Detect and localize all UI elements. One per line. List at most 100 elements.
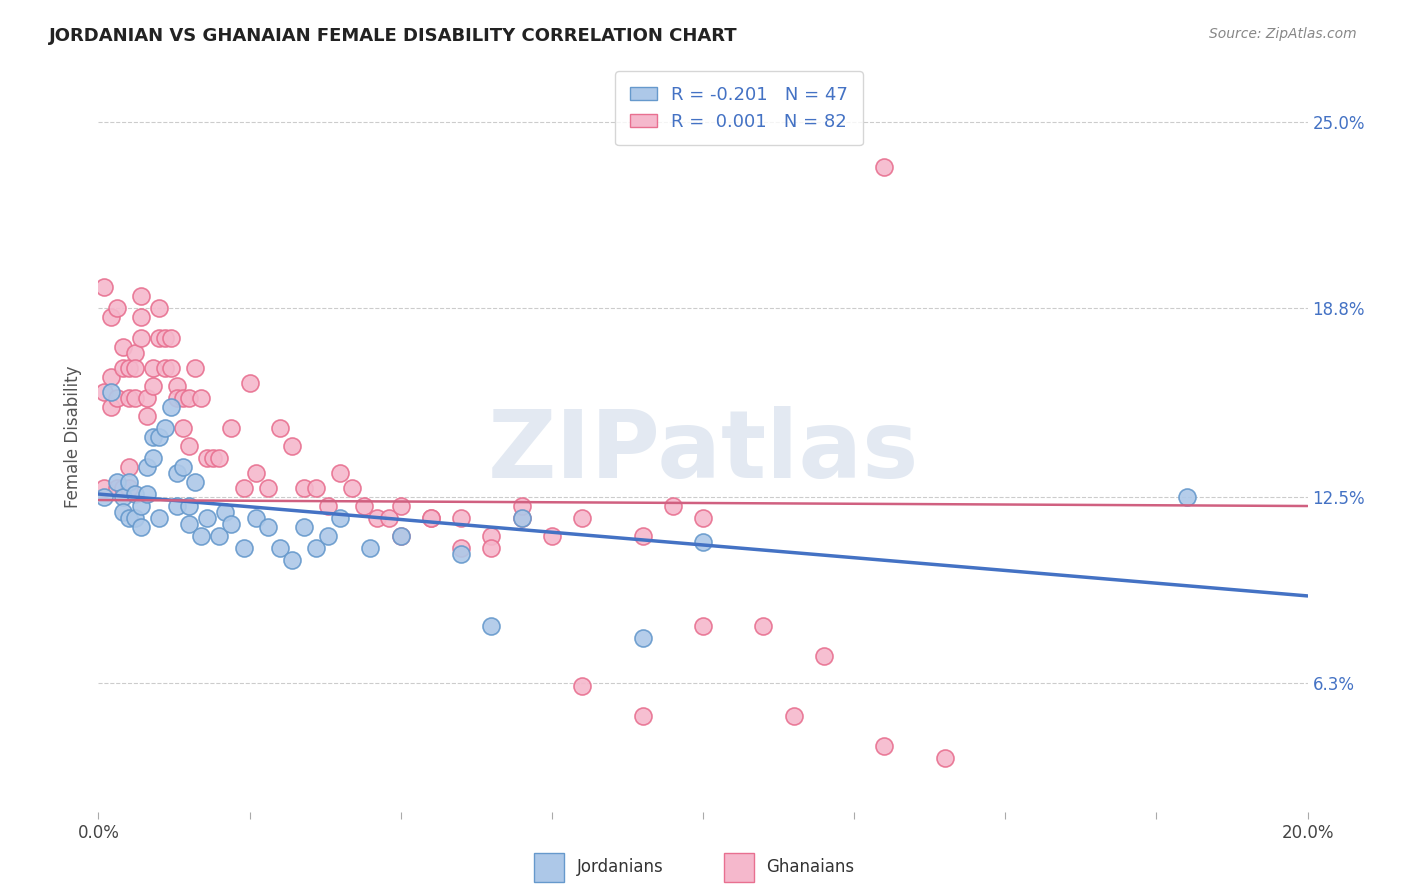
Point bbox=[481, 619, 503, 633]
Point bbox=[184, 475, 207, 489]
Point bbox=[389, 529, 412, 543]
Point bbox=[420, 511, 443, 525]
Point bbox=[111, 481, 134, 495]
Point bbox=[118, 511, 141, 525]
Point bbox=[166, 379, 188, 393]
Point bbox=[783, 708, 806, 723]
Legend: R = -0.201   N = 47, R =  0.001   N = 82: R = -0.201 N = 47, R = 0.001 N = 82 bbox=[616, 71, 863, 145]
Point bbox=[202, 451, 225, 466]
Point bbox=[184, 361, 207, 376]
Point bbox=[172, 391, 194, 405]
Point bbox=[329, 511, 352, 525]
Point bbox=[135, 460, 157, 475]
Point bbox=[360, 541, 382, 555]
Point bbox=[450, 511, 472, 525]
Point bbox=[305, 541, 328, 555]
Point bbox=[118, 460, 141, 475]
Text: Source: ZipAtlas.com: Source: ZipAtlas.com bbox=[1209, 27, 1357, 41]
Point bbox=[105, 475, 128, 489]
Point bbox=[353, 499, 375, 513]
Point bbox=[118, 475, 141, 489]
Point bbox=[135, 409, 157, 423]
Point bbox=[239, 376, 262, 391]
Point bbox=[105, 391, 128, 405]
Point bbox=[111, 490, 134, 504]
Point bbox=[420, 511, 443, 525]
Point bbox=[661, 499, 683, 513]
Point bbox=[179, 499, 201, 513]
Point bbox=[153, 361, 176, 376]
Point bbox=[129, 331, 152, 345]
Point bbox=[129, 310, 152, 325]
Point bbox=[232, 481, 254, 495]
Point bbox=[256, 520, 278, 534]
Point bbox=[190, 391, 212, 405]
Point bbox=[179, 516, 201, 531]
FancyBboxPatch shape bbox=[534, 854, 564, 881]
Point bbox=[692, 535, 714, 549]
Point bbox=[481, 541, 503, 555]
Point bbox=[208, 529, 231, 543]
Point bbox=[342, 481, 364, 495]
Point bbox=[93, 280, 115, 294]
Point bbox=[142, 451, 165, 466]
Point bbox=[160, 331, 183, 345]
Point bbox=[292, 481, 315, 495]
Text: JORDANIAN VS GHANAIAN FEMALE DISABILITY CORRELATION CHART: JORDANIAN VS GHANAIAN FEMALE DISABILITY … bbox=[49, 27, 738, 45]
Point bbox=[129, 520, 152, 534]
Point bbox=[124, 487, 146, 501]
Point bbox=[377, 511, 399, 525]
Point bbox=[281, 553, 304, 567]
Point bbox=[166, 466, 188, 480]
Point bbox=[571, 679, 593, 693]
Point bbox=[540, 529, 562, 543]
Point bbox=[195, 451, 218, 466]
Point bbox=[118, 361, 141, 376]
Point bbox=[934, 751, 956, 765]
Point bbox=[752, 619, 775, 633]
Point bbox=[124, 346, 146, 360]
Point bbox=[389, 499, 412, 513]
Point bbox=[692, 619, 714, 633]
Point bbox=[1175, 490, 1198, 504]
Point bbox=[129, 499, 152, 513]
Point bbox=[873, 739, 896, 753]
Text: ZIPatlas: ZIPatlas bbox=[488, 406, 918, 498]
Point bbox=[450, 547, 472, 561]
Point bbox=[631, 631, 654, 645]
Point bbox=[148, 430, 170, 444]
Point bbox=[100, 385, 122, 400]
Point bbox=[571, 511, 593, 525]
Point bbox=[510, 499, 533, 513]
Point bbox=[153, 421, 176, 435]
Point bbox=[510, 511, 533, 525]
Text: Jordanians: Jordanians bbox=[576, 858, 664, 877]
Point bbox=[172, 460, 194, 475]
FancyBboxPatch shape bbox=[724, 854, 754, 881]
Point bbox=[100, 400, 122, 414]
Y-axis label: Female Disability: Female Disability bbox=[65, 366, 83, 508]
Point bbox=[118, 481, 141, 495]
Point bbox=[292, 520, 315, 534]
Point bbox=[111, 505, 134, 519]
Point bbox=[142, 379, 165, 393]
Point bbox=[124, 361, 146, 376]
Point bbox=[93, 385, 115, 400]
Point bbox=[281, 439, 304, 453]
Point bbox=[111, 340, 134, 354]
Point bbox=[105, 481, 128, 495]
Text: Ghanaians: Ghanaians bbox=[766, 858, 855, 877]
Point bbox=[148, 331, 170, 345]
Point bbox=[148, 511, 170, 525]
Point bbox=[129, 289, 152, 303]
Point bbox=[316, 529, 339, 543]
Point bbox=[100, 370, 122, 384]
Point bbox=[93, 481, 115, 495]
Point bbox=[510, 511, 533, 525]
Point bbox=[105, 301, 128, 316]
Point bbox=[111, 361, 134, 376]
Point bbox=[166, 499, 188, 513]
Point bbox=[631, 529, 654, 543]
Point bbox=[172, 421, 194, 435]
Point bbox=[329, 466, 352, 480]
